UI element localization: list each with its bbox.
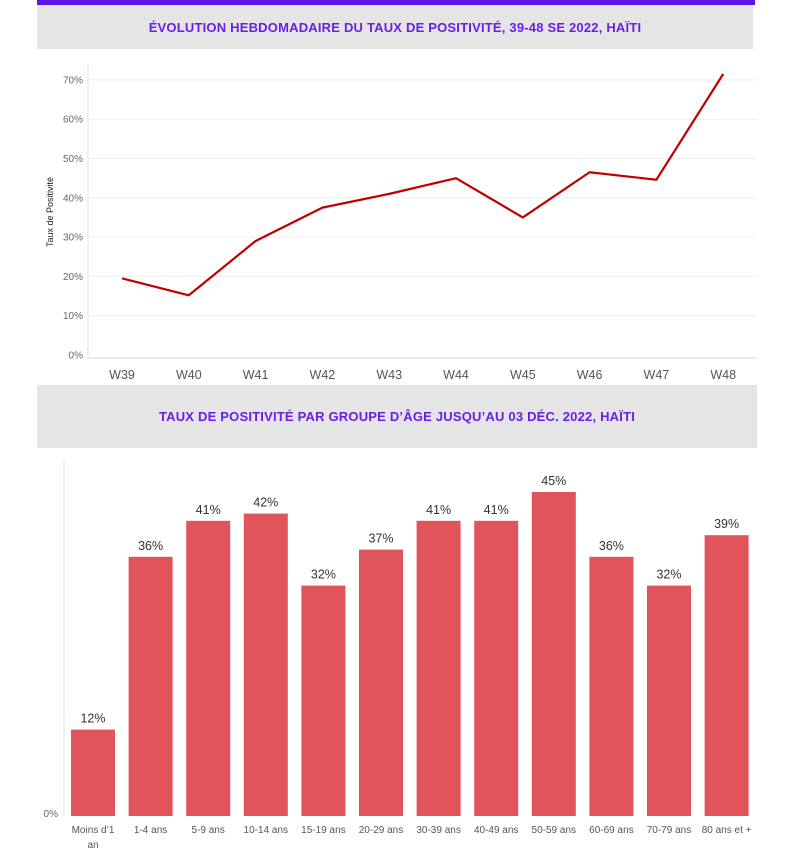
bar bbox=[647, 585, 691, 816]
bar-data-label: 41% bbox=[426, 503, 451, 517]
y-tick-label: 60% bbox=[63, 115, 83, 126]
bar-data-label: 45% bbox=[541, 474, 566, 488]
bar bbox=[704, 535, 749, 816]
positivity-line bbox=[121, 73, 725, 297]
bar-category-label: 60-69 ans bbox=[589, 825, 633, 836]
x-tick-label: W46 bbox=[577, 368, 603, 382]
bar-data-label: 41% bbox=[196, 503, 221, 517]
bar bbox=[301, 585, 346, 816]
x-tick-label: W43 bbox=[376, 368, 402, 382]
bar-data-label: 12% bbox=[80, 712, 105, 726]
bar-category-label: 40-49 ans bbox=[474, 825, 518, 836]
top-accent-rule bbox=[37, 0, 755, 5]
x-tick-label: W39 bbox=[109, 368, 135, 382]
bar-category-label: 20-29 ans bbox=[359, 825, 403, 836]
y-tick-label: 0% bbox=[69, 351, 84, 362]
bar-data-label: 41% bbox=[484, 503, 509, 517]
y-tick-label: 10% bbox=[63, 311, 83, 322]
bar bbox=[243, 513, 288, 816]
x-tick-label: W47 bbox=[644, 368, 670, 382]
bar-y-tick-label: 0% bbox=[44, 809, 59, 820]
line-chart-title: ÉVOLUTION HEBDOMADAIRE DU TAUX DE POSITI… bbox=[37, 5, 753, 49]
x-tick-label: W45 bbox=[510, 368, 536, 382]
bar bbox=[186, 520, 231, 816]
bar-category-label: Moins d’1 bbox=[72, 825, 115, 836]
bar-category-label: 1-4 ans bbox=[134, 825, 167, 836]
bar bbox=[531, 492, 576, 816]
bar bbox=[589, 556, 634, 816]
y-tick-label: 40% bbox=[63, 193, 83, 204]
bar-data-label: 32% bbox=[311, 568, 336, 582]
bar-data-label: 39% bbox=[714, 517, 739, 531]
bar bbox=[71, 729, 115, 816]
bar-category-label: 10-14 ans bbox=[244, 825, 288, 836]
bar-category-label: 70-79 ans bbox=[647, 825, 691, 836]
bar bbox=[416, 520, 461, 816]
x-tick-label: W44 bbox=[443, 368, 469, 382]
bar-data-label: 36% bbox=[599, 539, 624, 553]
bar-category-label: 80 ans et + bbox=[702, 825, 752, 836]
x-tick-label: W41 bbox=[243, 368, 269, 382]
bar-data-label: 32% bbox=[656, 568, 681, 582]
bar bbox=[359, 549, 403, 816]
bar-category-label: an bbox=[87, 840, 98, 851]
bar bbox=[128, 556, 173, 816]
bar bbox=[474, 520, 519, 816]
bar-category-label: 30-39 ans bbox=[416, 825, 460, 836]
y-tick-label: 70% bbox=[63, 75, 83, 86]
y-tick-label: 30% bbox=[63, 233, 83, 244]
bar-data-label: 37% bbox=[368, 532, 393, 546]
x-tick-label: W48 bbox=[710, 368, 736, 382]
bar-category-label: 5-9 ans bbox=[192, 825, 225, 836]
bar-category-label: 15-19 ans bbox=[301, 825, 345, 836]
x-tick-label: W42 bbox=[310, 368, 336, 382]
bar-data-label: 36% bbox=[138, 539, 163, 553]
y-tick-label: 50% bbox=[63, 154, 83, 165]
x-tick-label: W40 bbox=[176, 368, 202, 382]
y-tick-label: 20% bbox=[63, 272, 83, 283]
bar-chart-title: TAUX DE POSITIVITÉ PAR GROUPE D’ÂGE JUSQ… bbox=[37, 385, 757, 448]
y-axis-label: Taux de Positivité bbox=[45, 177, 55, 247]
bar-category-label: 50-59 ans bbox=[532, 825, 576, 836]
bar-data-label: 42% bbox=[253, 496, 278, 510]
